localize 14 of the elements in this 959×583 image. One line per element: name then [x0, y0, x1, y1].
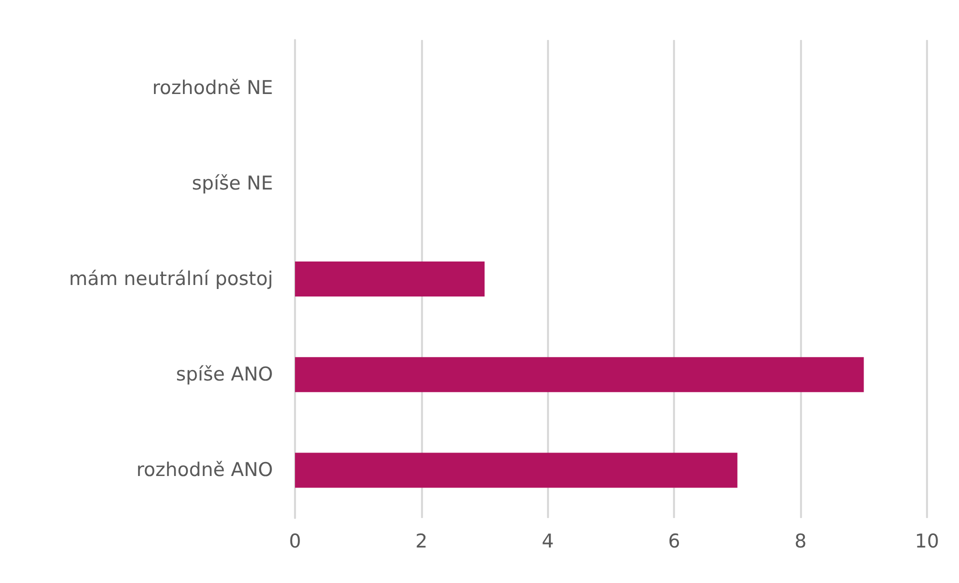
- x-tick-label: 10: [914, 530, 940, 552]
- y-tick-label: mám neutrální postoj: [69, 268, 273, 290]
- y-tick-label: rozhodně ANO: [136, 459, 273, 482]
- bar: [295, 357, 864, 392]
- x-tick-label: 8: [794, 530, 807, 552]
- x-tick-label: 6: [668, 530, 680, 552]
- bar: [295, 262, 485, 296]
- x-tick-label: 0: [288, 530, 302, 552]
- x-tick-label: 2: [415, 530, 428, 552]
- y-tick-label: spíše ANO: [176, 364, 273, 386]
- y-tick-label: rozhodně NE: [152, 76, 273, 99]
- bar: [295, 452, 738, 488]
- x-tick-label: 4: [542, 530, 554, 552]
- y-tick-label: spíše NE: [192, 172, 273, 194]
